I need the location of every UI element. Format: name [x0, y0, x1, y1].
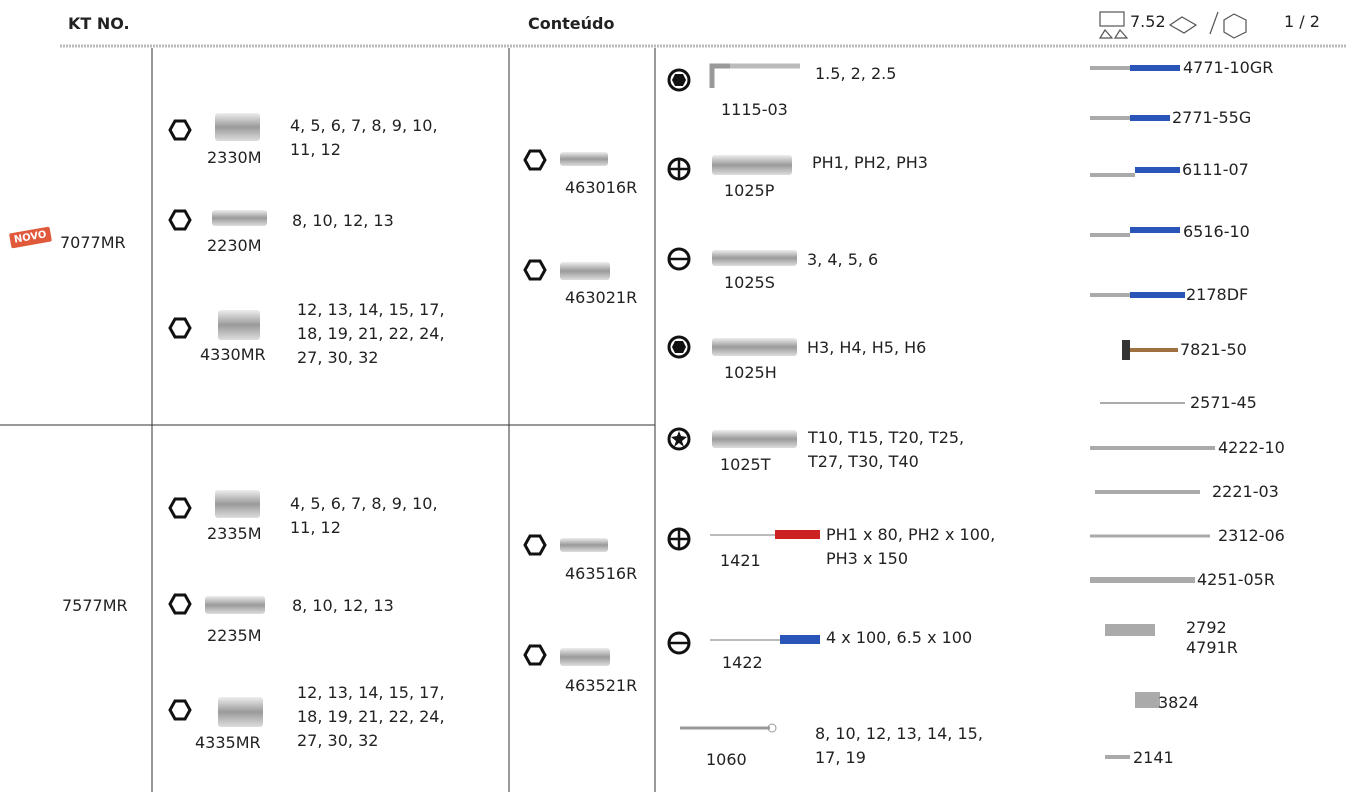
sizes: T27, T30, T40	[808, 452, 919, 471]
part-code: 3824	[1158, 693, 1199, 712]
part-code: 6111-07	[1182, 160, 1249, 179]
sizes: PH3 x 150	[826, 549, 909, 568]
part-code: 463016R	[565, 178, 638, 197]
column-header: Conteúdo	[528, 14, 615, 33]
part-code: 2141	[1133, 748, 1174, 767]
part-code: 1025S	[724, 273, 775, 292]
part-code: 4771-10GR	[1183, 58, 1274, 77]
part-code: 2230M	[207, 236, 262, 255]
sizes: 8, 10, 12, 13, 14, 15,	[815, 724, 983, 743]
part-code: 4791R	[1186, 638, 1238, 657]
sizes: 1.5, 2, 2.5	[815, 64, 897, 83]
sizes: 27, 30, 32	[297, 731, 379, 750]
sizes: PH1 x 80, PH2 x 100,	[826, 525, 996, 544]
part-code: 2178DF	[1186, 285, 1249, 304]
part-code: 4335MR	[195, 733, 261, 752]
sizes: 11, 12	[290, 518, 341, 537]
part-code: 4222-10	[1218, 438, 1285, 457]
kit-code: 7077MR	[60, 233, 126, 252]
part-code: 2235M	[207, 626, 262, 645]
sizes: 3, 4, 5, 6	[807, 250, 879, 269]
part-code: 2771-55G	[1172, 108, 1252, 127]
part-code: 4330MR	[200, 345, 266, 364]
part-code: 2330M	[207, 148, 262, 167]
sizes: 12, 13, 14, 15, 17,	[297, 300, 445, 319]
box-count: 1 / 2	[1284, 12, 1320, 31]
sizes: 4 x 100, 6.5 x 100	[826, 628, 973, 647]
part-code: 1025P	[724, 181, 775, 200]
sizes: PH1, PH2, PH3	[812, 153, 928, 172]
sizes: 11, 12	[290, 140, 341, 159]
part-code: 6516-10	[1183, 222, 1250, 241]
sizes: H3, H4, H5, H6	[807, 338, 927, 357]
part-code: 1025T	[720, 455, 771, 474]
part-code: 2571-45	[1190, 393, 1257, 412]
column-header: KT NO.	[68, 14, 130, 33]
sizes: T10, T15, T20, T25,	[808, 428, 965, 447]
sizes: 8, 10, 12, 13	[292, 211, 394, 230]
part-code: 1060	[706, 750, 747, 769]
sizes: 17, 19	[815, 748, 866, 767]
sizes: 27, 30, 32	[297, 348, 379, 367]
part-code: 2335M	[207, 524, 262, 543]
part-code: 1421	[720, 551, 761, 570]
weight: 7.52	[1130, 12, 1166, 31]
part-code: 1025H	[724, 363, 777, 382]
sizes: 8, 10, 12, 13	[292, 596, 394, 615]
part-code: 2312-06	[1218, 526, 1285, 545]
sizes: 18, 19, 21, 22, 24,	[297, 324, 445, 343]
part-code: 7821-50	[1180, 340, 1247, 359]
part-code: 4251-05R	[1197, 570, 1275, 589]
part-code: 463516R	[565, 564, 638, 583]
sizes: 4, 5, 6, 7, 8, 9, 10,	[290, 494, 438, 513]
part-code: 463021R	[565, 288, 638, 307]
part-code: 2792	[1186, 618, 1227, 637]
part-code: 463521R	[565, 676, 638, 695]
part-code: 1422	[722, 653, 763, 672]
part-code: 2221-03	[1212, 482, 1279, 501]
part-code: 1115-03	[721, 100, 788, 119]
sizes: 4, 5, 6, 7, 8, 9, 10,	[290, 116, 438, 135]
kit-code: 7577MR	[62, 596, 128, 615]
sizes: 12, 13, 14, 15, 17,	[297, 683, 445, 702]
sizes: 18, 19, 21, 22, 24,	[297, 707, 445, 726]
